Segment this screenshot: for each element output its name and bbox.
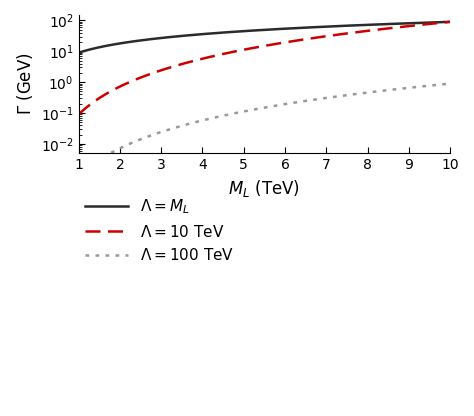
$\Lambda = M_L$ — [239, 29, 245, 34]
X-axis label: $M_L$ (TeV): $M_L$ (TeV) — [228, 178, 301, 198]
$\Lambda = 100$ TeV — [331, 94, 337, 99]
$\Lambda = 100$ TeV — [114, 147, 119, 152]
$\Lambda = M_L$ — [76, 50, 82, 55]
$\Lambda = 100$ TeV — [447, 81, 453, 86]
Legend: $\Lambda = M_L$, $\Lambda = 10$ TeV, $\Lambda = 100$ TeV: $\Lambda = M_L$, $\Lambda = 10$ TeV, $\L… — [79, 191, 240, 270]
$\Lambda = M_L$ — [114, 42, 119, 47]
Line: $\Lambda = 100$ TeV: $\Lambda = 100$ TeV — [79, 84, 450, 176]
$\Lambda = 10$ TeV — [447, 20, 453, 25]
$\Lambda = 10$ TeV — [331, 33, 337, 38]
$\Lambda = 10$ TeV — [365, 28, 371, 33]
$\Lambda = 10$ TeV — [76, 112, 82, 117]
$\Lambda = 100$ TeV — [76, 173, 82, 178]
Line: $\Lambda = 10$ TeV: $\Lambda = 10$ TeV — [79, 22, 450, 114]
$\Lambda = 10$ TeV — [372, 27, 378, 32]
$\Lambda = 100$ TeV — [372, 89, 378, 94]
Y-axis label: $\Gamma$ (GeV): $\Gamma$ (GeV) — [15, 53, 35, 115]
$\Lambda = 100$ TeV — [239, 109, 245, 114]
$\Lambda = M_L$ — [372, 22, 378, 27]
Line: $\Lambda = M_L$: $\Lambda = M_L$ — [79, 22, 450, 53]
$\Lambda = 100$ TeV — [226, 112, 232, 117]
$\Lambda = M_L$ — [447, 20, 453, 25]
$\Lambda = 10$ TeV — [114, 86, 119, 91]
$\Lambda = 100$ TeV — [365, 90, 371, 95]
$\Lambda = M_L$ — [365, 22, 371, 27]
$\Lambda = M_L$ — [331, 24, 337, 29]
$\Lambda = 10$ TeV — [226, 50, 232, 55]
$\Lambda = 10$ TeV — [239, 47, 245, 52]
$\Lambda = M_L$ — [226, 30, 232, 35]
